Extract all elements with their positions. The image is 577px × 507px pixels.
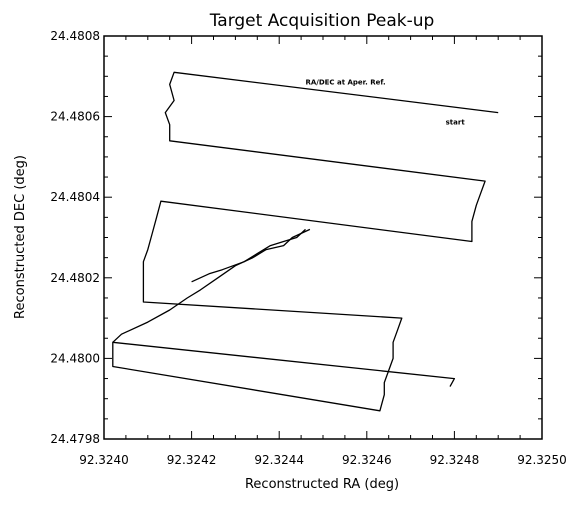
chart-title: Target Acquisition Peak-up [209,11,435,31]
y-tick-label: 24.4800 [50,351,100,365]
y-tick-label: 24.4808 [50,29,100,43]
x-tick-label: 92.3242 [167,453,217,467]
annotation-layer: RA/DEC at Aper. Ref. start [305,78,465,126]
annotation-label: start [446,119,466,127]
x-tick-label: 92.3248 [430,453,480,467]
y-axis: 24.4798 24.4800 24.4802 24.4804 24.4806 24.48… [50,29,542,446]
x-tick-label: 92.3250 [517,453,567,467]
y-tick-label: 24.4806 [50,110,100,124]
x-tick-label: 92.3240 [79,453,129,467]
y-tick-label: 24.4798 [50,432,100,446]
track-series-1 [112,71,499,412]
track-series-2 [112,228,311,343]
plot-frame [103,35,543,440]
y-tick-label: 24.4804 [50,190,100,204]
x-axis-label: Reconstructed RA (deg) [245,477,399,492]
plot-area [103,35,543,440]
track-series-3 [191,228,306,283]
series-layer [112,71,499,412]
x-tick-label: 92.3244 [254,453,304,467]
x-tick-label: 92.3246 [342,453,392,467]
annotation-label: RA/DEC at Aper. Ref. [305,78,385,86]
y-tick-label: 24.4802 [50,271,100,285]
y-axis-label: Reconstructed DEC (deg) [13,155,28,319]
x-axis: 92.3240 92.3242 92.3244 92.3246 92.3248 92.32… [79,36,567,467]
